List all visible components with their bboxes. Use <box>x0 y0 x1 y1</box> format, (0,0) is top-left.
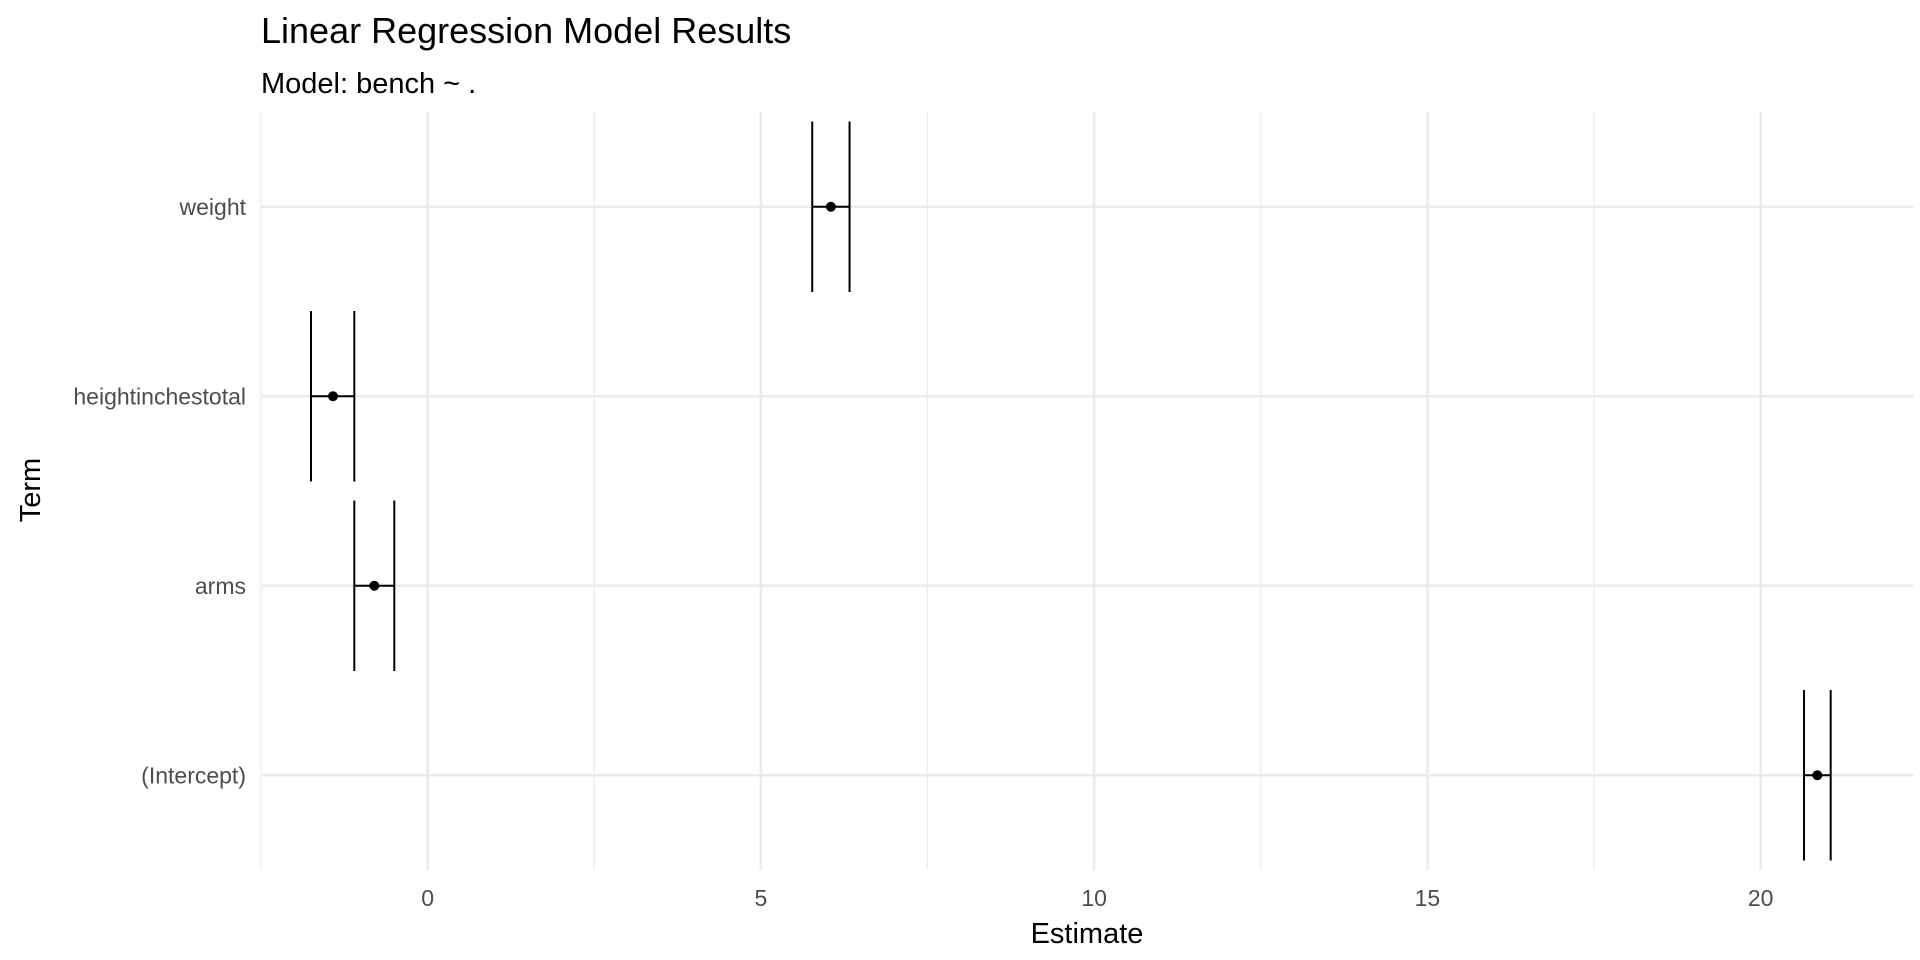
y-tick-label: arms <box>195 573 246 599</box>
x-tick-label: 15 <box>1415 885 1441 911</box>
x-tick-label: 10 <box>1081 885 1107 911</box>
y-tick-label: heightinchestotal <box>73 383 246 409</box>
x-tick-label: 0 <box>421 885 434 911</box>
estimate-point <box>369 580 380 591</box>
y-tick-label: (Intercept) <box>141 762 246 788</box>
estimate-point <box>825 201 836 212</box>
y-tick-labels: (Intercept) arms heightinchestotal weight <box>73 194 246 789</box>
plot-panel <box>260 112 1914 870</box>
x-axis-title: Estimate <box>1031 918 1144 950</box>
x-tick-label: 5 <box>755 885 768 911</box>
y-axis-title: Term <box>15 458 47 522</box>
grid-layer <box>260 112 1914 870</box>
x-tick-labels: 0 5 10 15 20 <box>421 885 1773 911</box>
y-tick-label: weight <box>179 194 247 220</box>
chart-title: Linear Regression Model Results <box>261 10 791 51</box>
estimate-point <box>327 391 338 402</box>
estimate-point <box>1812 770 1823 781</box>
marks-layer <box>309 121 1832 861</box>
x-tick-label: 20 <box>1748 885 1774 911</box>
chart-subtitle: Model: bench ~ . <box>261 68 476 100</box>
